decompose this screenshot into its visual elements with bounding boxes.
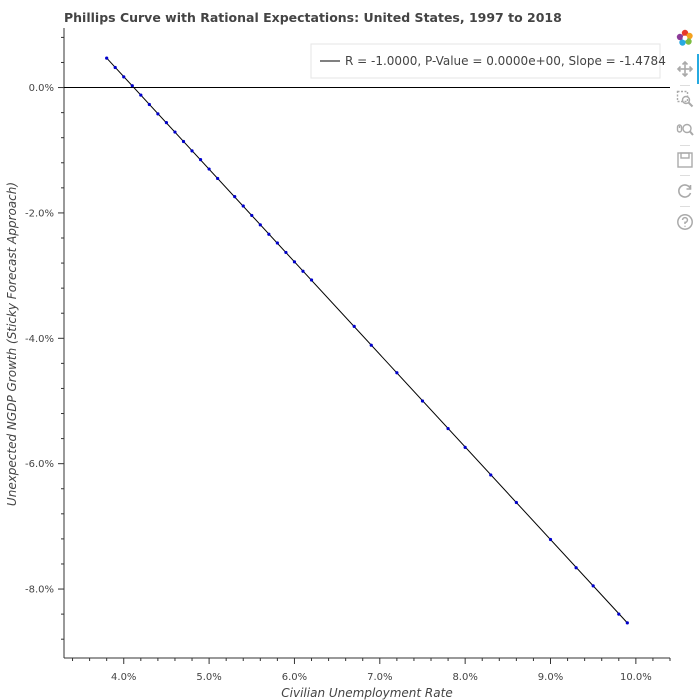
data-point: [267, 232, 271, 236]
data-point: [207, 167, 211, 171]
data-point: [130, 84, 134, 88]
data-point: [113, 65, 117, 70]
data-point: [617, 612, 621, 616]
data-point: [591, 584, 595, 588]
y-tick-label: -4.0%: [25, 334, 54, 345]
legend-box: [310, 43, 661, 79]
x-tick-label: 7.0%: [367, 672, 392, 683]
legend: R = -1.0000, P-Value = 0.0000e+00, Slope…: [310, 43, 666, 79]
y-tick-label: 0.0%: [29, 83, 54, 94]
y-tick-label: -8.0%: [25, 585, 54, 596]
data-point: [190, 149, 194, 153]
active-tool-indicator: [697, 54, 699, 84]
x-ticks: 4.0% 5.0% 6.0% 7.0% 8.0% 9.0% 10.0%: [72, 658, 671, 683]
data-point: [574, 566, 578, 570]
x-tick-label: 5.0%: [196, 672, 221, 683]
data-point: [548, 537, 553, 542]
box-zoom-icon[interactable]: [676, 90, 694, 108]
data-point: [420, 399, 425, 403]
data-point: [233, 195, 237, 199]
data-point: [173, 130, 177, 134]
x-tick-label: 8.0%: [452, 672, 477, 683]
data-point: [395, 371, 399, 375]
legend-entry: R = -1.0000, P-Value = 0.0000e+00, Slope…: [345, 54, 666, 68]
data-point: [139, 93, 143, 97]
x-tick-label: 9.0%: [538, 672, 563, 683]
data-point: [122, 75, 126, 79]
x-axis-label: Civilian Unemployment Rate: [281, 686, 452, 700]
data-point: [489, 473, 493, 477]
data-point: [309, 278, 314, 282]
x-tick-label: 10.0%: [620, 672, 652, 683]
data-point: [284, 250, 288, 255]
data-point: [352, 324, 356, 328]
data-point: [181, 139, 186, 144]
toolbar-separator: [680, 145, 690, 146]
data-point: [258, 223, 262, 227]
data-point: [625, 621, 629, 625]
data-point: [275, 241, 279, 245]
save-icon[interactable]: [676, 151, 694, 169]
y-tick-label: -2.0%: [25, 208, 54, 219]
data-points: [105, 56, 629, 625]
toolbar-separator: [680, 175, 690, 176]
data-point: [198, 158, 203, 162]
y-ticks: 0.0% -2.0% -4.0% -6.0% -8.0%: [25, 36, 64, 640]
data-point: [216, 176, 220, 181]
data-point: [301, 269, 305, 273]
data-point: [156, 112, 160, 116]
chart-title: Phillips Curve with Rational Expectation…: [64, 10, 562, 25]
data-point: [446, 426, 450, 431]
data-point: [105, 56, 109, 60]
data-point: [463, 445, 467, 449]
data-point: [147, 102, 151, 107]
data-point: [292, 260, 297, 264]
data-point: [369, 343, 373, 347]
toolbar-separator: [680, 206, 690, 207]
y-axis-label: Unexpected NGDP Growth (Sticky Forecast …: [5, 182, 19, 506]
reset-icon[interactable]: [676, 182, 694, 200]
plot-area[interactable]: 4.0% 5.0% 6.0% 7.0% 8.0% 9.0% 10.0% 0.0% -2.0% -…: [25, 28, 671, 683]
toolbar-separator: [680, 85, 690, 86]
data-point: [241, 204, 245, 208]
y-tick-label: -6.0%: [25, 459, 54, 470]
wheel-zoom-icon[interactable]: [676, 121, 694, 139]
fit-line: [106, 57, 628, 624]
bokeh-logo-icon[interactable]: [676, 29, 694, 47]
help-icon[interactable]: [676, 213, 694, 231]
data-point: [164, 121, 169, 125]
x-tick-label: 4.0%: [111, 672, 136, 683]
data-point: [250, 213, 254, 218]
pan-icon[interactable]: [676, 60, 694, 78]
data-point: [514, 500, 518, 505]
x-tick-label: 6.0%: [282, 672, 307, 683]
